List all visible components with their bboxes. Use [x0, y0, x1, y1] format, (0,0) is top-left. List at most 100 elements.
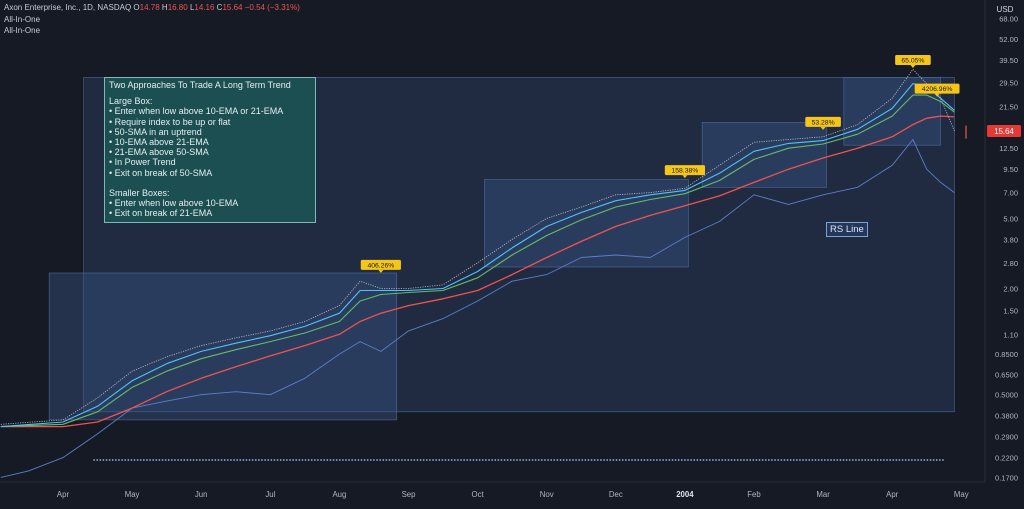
signal-dot	[301, 459, 304, 461]
signal-dot	[907, 459, 910, 461]
signal-dot	[432, 459, 434, 461]
signal-dot	[540, 459, 543, 461]
signal-dot	[102, 459, 105, 461]
signal-dot	[354, 459, 357, 461]
signal-dot	[450, 459, 453, 461]
signal-dot	[559, 459, 562, 461]
signal-dot	[335, 459, 338, 461]
signal-dot	[814, 459, 817, 461]
signal-dot	[721, 459, 724, 461]
change-value: −0.54 (−3.31%)	[244, 3, 300, 12]
x-tick-label: 2004	[676, 490, 694, 499]
gain-callout	[664, 165, 705, 176]
signal-dot	[457, 459, 459, 461]
signal-dot	[799, 459, 801, 461]
signal-dot	[879, 459, 882, 461]
signal-dot	[789, 459, 792, 461]
signal-dot	[289, 459, 291, 461]
signal-dot	[659, 459, 661, 461]
x-tick-label: Apr	[886, 490, 899, 499]
signal-dot	[867, 459, 870, 461]
signal-dot	[394, 459, 397, 461]
note-line: • In Power Trend	[109, 157, 176, 168]
open-value: 14.78	[139, 3, 160, 12]
signal-dot	[183, 459, 186, 461]
signal-dot	[401, 459, 403, 461]
signal-dot	[845, 459, 848, 461]
signal-dot	[600, 459, 602, 461]
y-tick-label: 3.80	[1003, 235, 1018, 244]
signal-dot	[544, 459, 546, 461]
signal-dot	[379, 459, 382, 461]
signal-dot	[864, 459, 867, 461]
signal-dot	[410, 459, 413, 461]
signal-dot	[578, 459, 581, 461]
signal-dot	[205, 459, 207, 461]
signal-dot	[581, 459, 584, 461]
gain-callout-label: 65.05%	[901, 58, 924, 65]
x-tick-label: Feb	[747, 490, 761, 499]
y-tick-label: 52.00	[999, 35, 1018, 44]
signal-dot	[817, 459, 820, 461]
signal-dot	[606, 459, 609, 461]
x-tick-label: Oct	[472, 490, 485, 499]
signal-dot	[488, 459, 490, 461]
signal-dot	[730, 459, 733, 461]
indicator-legend-2[interactable]: All-In-One	[4, 26, 41, 35]
signal-dot	[332, 459, 335, 461]
signal-dot	[739, 459, 742, 461]
signal-dot	[438, 459, 441, 461]
signal-dot	[472, 459, 475, 461]
note-spacer	[109, 178, 311, 188]
signal-dot	[388, 459, 391, 461]
signal-dot	[702, 459, 705, 461]
signal-dot	[341, 459, 344, 461]
signal-dot	[743, 459, 745, 461]
signal-dot	[833, 459, 836, 461]
gain-callout-label: 406.26%	[367, 263, 394, 270]
indicator-legend-1[interactable]: All-In-One	[4, 15, 41, 24]
signal-dot	[385, 459, 388, 461]
signal-dot	[662, 459, 665, 461]
signal-dot	[839, 459, 842, 461]
y-tick-label: 2.80	[1003, 259, 1018, 268]
signal-dot	[217, 459, 220, 461]
x-tick-label: Jun	[195, 490, 208, 499]
signal-dot	[755, 459, 758, 461]
signal-dot	[264, 459, 267, 461]
signal-dot	[553, 459, 556, 461]
signal-dot	[883, 459, 885, 461]
low-label: L	[189, 3, 195, 12]
signal-dot	[404, 459, 406, 461]
ema21-line	[0, 94, 955, 428]
y-tick-label: 5.00	[1003, 214, 1018, 223]
note-line: • 50-SMA in an uptrend	[109, 126, 202, 137]
signal-dot	[873, 459, 876, 461]
signal-dot	[920, 459, 923, 461]
signal-dot	[525, 459, 528, 461]
signal-dot	[208, 459, 211, 461]
signal-dot	[497, 459, 500, 461]
signal-dot	[245, 459, 248, 461]
signal-dot	[855, 459, 857, 461]
x-tick-label: Dec	[609, 490, 623, 499]
signal-dot	[111, 459, 114, 461]
signal-dot	[273, 459, 276, 461]
signal-dot	[718, 459, 721, 461]
note-line: • 10-EMA above 21-EMA	[109, 137, 209, 148]
signal-dot	[373, 459, 375, 461]
signal-dot	[500, 459, 503, 461]
y-tick-label: 39.50	[999, 56, 1018, 65]
signal-dot	[481, 459, 484, 461]
y-tick-label: 0.5000	[995, 391, 1018, 400]
gain-callout	[360, 259, 401, 270]
signal-dot	[463, 459, 466, 461]
signal-dot	[326, 459, 329, 461]
signal-dot	[425, 459, 428, 461]
signal-dot	[783, 459, 786, 461]
price-line	[0, 68, 955, 425]
signal-dot	[345, 459, 347, 461]
x-tick-label: Nov	[540, 490, 554, 499]
